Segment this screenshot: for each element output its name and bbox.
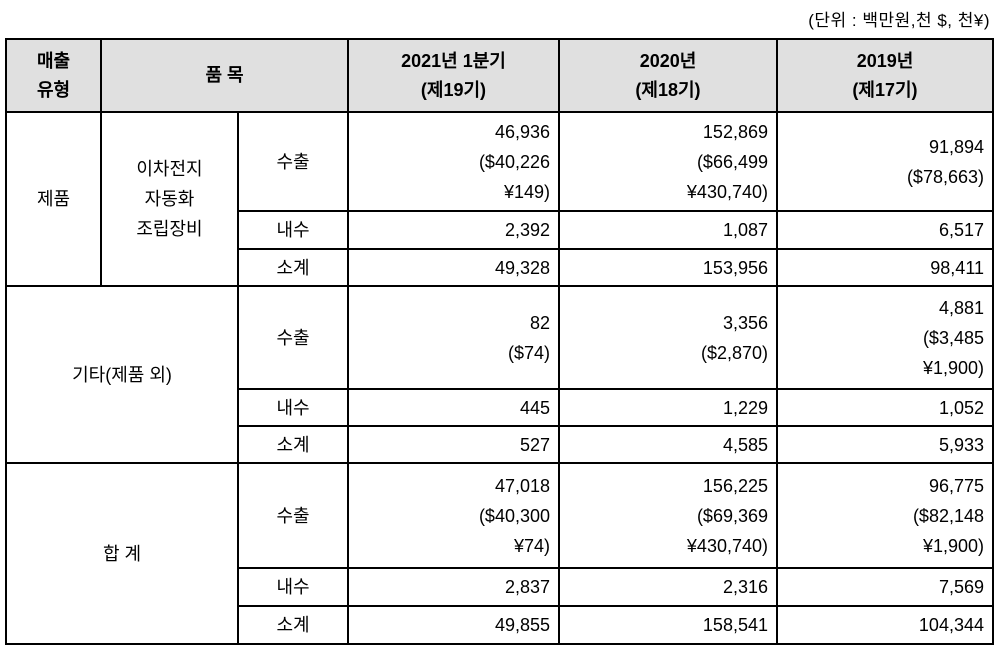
cell-g2-subtotal-2019: 5,933	[776, 425, 994, 464]
cell-g1-domestic-2020: 1,087	[558, 210, 778, 250]
cell-g1-domestic-label: 내수	[237, 210, 349, 250]
cell-g2-export-2020: 3,356 ($2,870)	[558, 285, 778, 390]
cell-g3-domestic-2021q1: 2,837	[347, 567, 560, 607]
cell-g3-subtotal-2020: 158,541	[558, 605, 778, 645]
header-2021-q1: 2021년 1분기 (제19기)	[347, 38, 560, 113]
cell-g1-domestic-2021q1: 2,392	[347, 210, 560, 250]
cell-g1-subtotal-2021q1: 49,328	[347, 248, 560, 287]
cell-g1-export-label: 수출	[237, 111, 349, 212]
cell-g3-export-2021q1: 47,018 ($40,300 ¥74)	[347, 462, 560, 569]
header-sales-type: 매출 유형	[5, 38, 102, 113]
cell-g3-export-label: 수출	[237, 462, 349, 569]
table-row: 소계 49,855 158,541 104,344	[6, 605, 994, 645]
table-row: 내수 2,392 1,087 6,517	[6, 210, 994, 250]
cell-g3-domestic-2019: 7,569	[776, 567, 994, 607]
cell-g1-export-2021q1: 46,936 ($40,226 ¥149)	[347, 111, 560, 212]
table-row: 소계 49,328 153,956 98,411	[6, 248, 994, 287]
cell-g3-domestic-2020: 2,316	[558, 567, 778, 607]
cell-total-label: 합 계	[5, 462, 239, 645]
cell-other-label: 기타(제품 외)	[5, 285, 239, 464]
cell-g2-domestic-label: 내수	[237, 388, 349, 427]
cell-g1-domestic-2019: 6,517	[776, 210, 994, 250]
cell-g2-domestic-2019: 1,052	[776, 388, 994, 427]
cell-g1-subtotal-2020: 153,956	[558, 248, 778, 287]
cell-product-item: 이차전지 자동화 조립장비	[100, 111, 239, 287]
cell-g2-domestic-2021q1: 445	[347, 388, 560, 427]
header-item: 품 목	[100, 38, 349, 113]
header-2019: 2019년 (제17기)	[776, 38, 994, 113]
table-row: 내수 445 1,229 1,052	[6, 388, 994, 427]
table-row: 합 계 수출 47,018 ($40,300 ¥74) 156,225 ($69…	[5, 462, 994, 645]
cell-g2-export-2021q1: 82 ($74)	[347, 285, 560, 390]
cell-g2-subtotal-label: 소계	[237, 425, 349, 464]
header-2020: 2020년 (제18기)	[558, 38, 778, 113]
table-row: 내수 2,837 2,316 7,569	[6, 567, 994, 607]
cell-g2-subtotal-2020: 4,585	[558, 425, 778, 464]
table-row: 제품 이차전지 자동화 조립장비 수출 46,936 ($40,226 ¥149…	[5, 111, 994, 287]
cell-g3-subtotal-2019: 104,344	[776, 605, 994, 645]
cell-g2-export-2019: 4,881 ($3,485 ¥1,900)	[776, 285, 994, 390]
table-row: 기타(제품 외) 수출 82 ($74) 3,356 ($2,870) 4,88…	[5, 285, 994, 464]
cell-g3-subtotal-label: 소계	[237, 605, 349, 645]
sales-table: 매출 유형 품 목 2021년 1분기 (제19기) 2020년 (제18기) …	[5, 38, 994, 645]
cell-g2-domestic-2020: 1,229	[558, 388, 778, 427]
cell-g1-subtotal-label: 소계	[237, 248, 349, 287]
header-row: 매출 유형 품 목 2021년 1분기 (제19기) 2020년 (제18기) …	[5, 38, 994, 113]
cell-g3-export-2020: 156,225 ($69,369 ¥430,740)	[558, 462, 778, 569]
cell-g1-export-2020: 152,869 ($66,499 ¥430,740)	[558, 111, 778, 212]
cell-g2-export-label: 수출	[237, 285, 349, 390]
cell-g1-subtotal-2019: 98,411	[776, 248, 994, 287]
cell-g3-domestic-label: 내수	[237, 567, 349, 607]
cell-g1-export-2019: 91,894 ($78,663)	[776, 111, 994, 212]
table-row: 소계 527 4,585 5,933	[6, 425, 994, 464]
cell-product-type: 제품	[5, 111, 102, 287]
cell-g3-subtotal-2021q1: 49,855	[347, 605, 560, 645]
cell-g3-export-2019: 96,775 ($82,148 ¥1,900)	[776, 462, 994, 569]
unit-note: (단위 : 백만원,천 $, 천¥)	[808, 11, 990, 30]
cell-g2-subtotal-2021q1: 527	[347, 425, 560, 464]
